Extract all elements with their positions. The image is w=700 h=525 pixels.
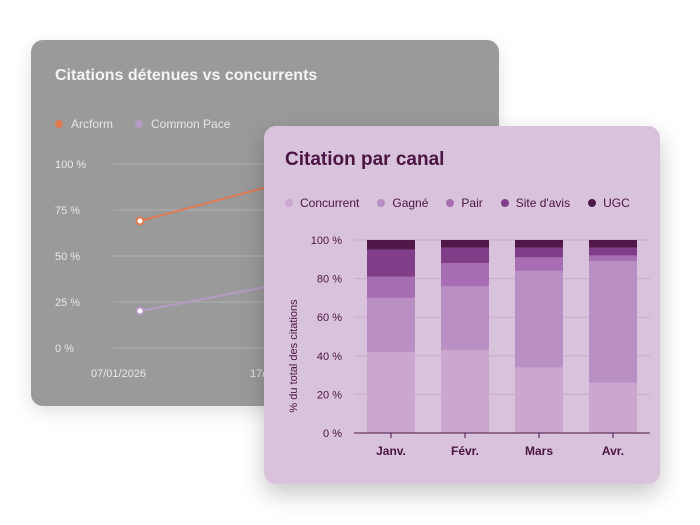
arcform-point [135, 216, 145, 226]
legend-label-pair: Pair [461, 196, 483, 210]
bar-segment-ugc [589, 240, 637, 248]
x-tick-label: Avr. [602, 444, 624, 458]
legend-swatch-concurrent [285, 199, 293, 207]
legend-label-gagn-: Gagné [392, 196, 429, 210]
bar-segment-site-d-avis [515, 247, 563, 258]
background-chart-legend: Arcform Common Pace [55, 117, 230, 131]
bar-segment-site-d-avis [367, 249, 415, 277]
common-pace-point [135, 306, 145, 316]
legend-swatch-ugc [588, 199, 597, 207]
legend-swatch-pair [446, 199, 455, 207]
bar-segment-gagn- [367, 297, 415, 352]
legend-swatch-site-d-avis [500, 199, 509, 207]
legend-label-ugc: UGC [603, 196, 630, 210]
bar-segment-gagn- [515, 270, 563, 368]
legend-swatch-common-pace [135, 120, 143, 128]
bar-segment-pair [441, 263, 489, 287]
legend-item-ugc: UGC [588, 196, 630, 210]
legend-item-site-d-avis: Site d'avis [500, 196, 571, 210]
x-tick-label: Mars [525, 444, 553, 458]
legend-item-common-pace: Common Pace [135, 117, 230, 131]
background-chart-title: Citations détenues vs concurrents [55, 67, 318, 84]
channel-citation-card: Citation par canal Concurrent Gagné Pair Si… [264, 126, 660, 484]
y-tick-label: 25 % [55, 297, 80, 309]
y-tick-label: 60 % [317, 312, 342, 324]
bar-segment-pair [367, 276, 415, 298]
legend-item-pair: Pair [446, 196, 483, 210]
stacked-bar-chart: 0 % 20 % 40 % 60 % 80 % 100 % Janv. Févr. Mars Av… [311, 235, 650, 458]
legend-label-concurrent: Concurrent [300, 196, 360, 210]
y-tick-label: 20 % [317, 389, 342, 401]
y-tick-label: 100 % [55, 159, 86, 171]
x-tick-label: 17/ [250, 368, 266, 380]
y-tick-label: 40 % [317, 351, 342, 363]
y-tick-label: 75 % [55, 205, 80, 217]
bar-segment-ugc [515, 240, 563, 248]
bar-segment-concurrent [441, 350, 489, 433]
y-tick-label: 0 % [55, 343, 74, 355]
x-tick-label: Févr. [451, 444, 479, 458]
bar-segment-pair [589, 255, 637, 262]
y-tick-label: 100 % [311, 235, 342, 247]
bar-segment-gagn- [589, 261, 637, 383]
common-pace-line [139, 285, 272, 312]
chart-legend: Concurrent Gagné Pair Site d'avis UGC [285, 196, 630, 210]
bar-segment-pair [515, 257, 563, 271]
bar-segment-site-d-avis [589, 247, 637, 256]
arcform-line [139, 185, 272, 222]
bar-segment-gagn- [441, 286, 489, 351]
legend-label-common-pace: Common Pace [151, 117, 231, 131]
y-tick-label: 0 % [323, 428, 342, 440]
legend-item-arcform: Arcform [55, 117, 113, 131]
y-tick-label: 80 % [317, 274, 342, 286]
bar-segment-concurrent [589, 382, 637, 433]
bar-segment-site-d-avis [441, 247, 489, 264]
legend-label-site-d-avis: Site d'avis [515, 196, 571, 210]
legend-label-arcform: Arcform [71, 117, 113, 131]
legend-item-gagn-: Gagné [377, 196, 428, 210]
y-tick-label: 50 % [55, 251, 80, 263]
bar-segment-ugc [441, 240, 489, 248]
legend-item-concurrent: Concurrent [285, 196, 359, 210]
bar-segment-concurrent [515, 367, 563, 433]
legend-swatch-arcform [55, 120, 63, 128]
x-tick-label: 07/01/2026 [91, 368, 146, 380]
bar-segment-concurrent [367, 351, 415, 433]
bar-segment-ugc [367, 240, 415, 250]
legend-swatch-gagn- [377, 199, 386, 207]
chart-title: Citation par canal [285, 149, 445, 170]
x-tick-label: Janv. [376, 444, 406, 458]
